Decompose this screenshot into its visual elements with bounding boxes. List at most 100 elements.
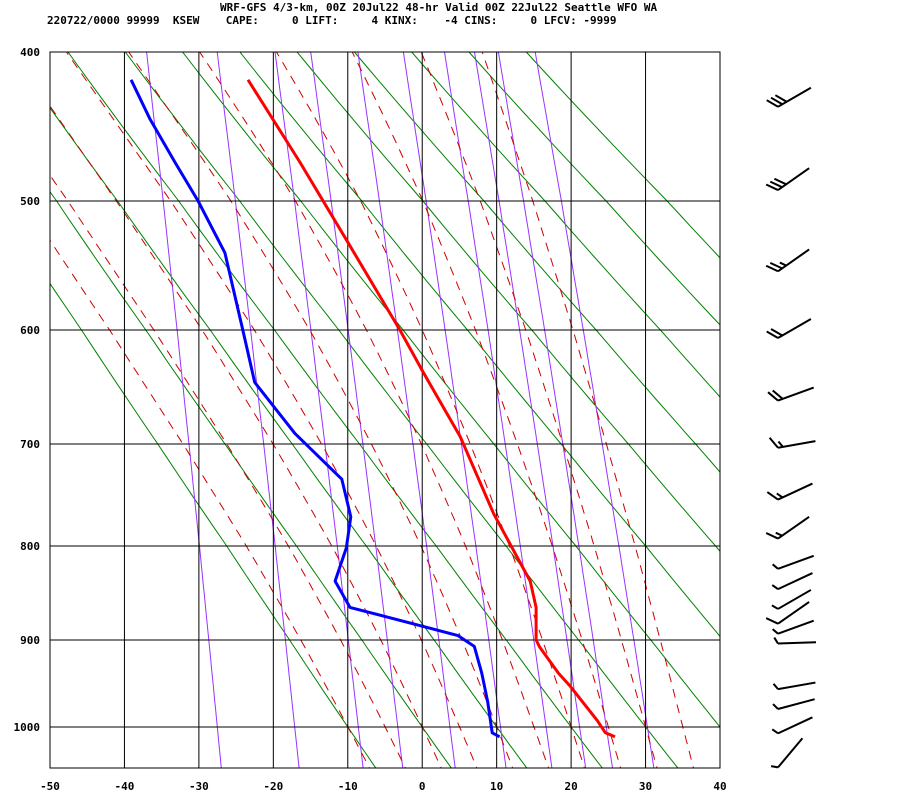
wind-barb bbox=[770, 737, 804, 769]
wind-barb bbox=[773, 637, 817, 645]
x-tick-label: 40 bbox=[713, 780, 726, 793]
wind-barb-half bbox=[777, 440, 784, 448]
x-tick-label: -30 bbox=[189, 780, 209, 793]
dry-adiabat bbox=[124, 52, 679, 768]
x-tick-label: 30 bbox=[639, 780, 652, 793]
wind-barb bbox=[766, 482, 813, 501]
moist-adiabat bbox=[199, 52, 550, 768]
mixing-ratio-line bbox=[216, 52, 300, 768]
moist-adiabat bbox=[275, 52, 585, 768]
wind-barb-staff bbox=[777, 641, 817, 645]
dry-adiabat bbox=[50, 107, 528, 768]
dry-adiabat bbox=[525, 52, 720, 259]
y-tick-label: 700 bbox=[20, 438, 40, 451]
wind-barb bbox=[771, 554, 815, 570]
y-tick-label: 1000 bbox=[14, 721, 41, 734]
wind-barb-full bbox=[770, 328, 783, 337]
dry-adiabat bbox=[67, 52, 603, 768]
y-tick-label: 500 bbox=[20, 195, 40, 208]
moist-adiabat bbox=[50, 239, 371, 768]
wind-barb-half bbox=[771, 628, 779, 635]
wind-barb-full bbox=[772, 389, 784, 400]
x-tick-label: -10 bbox=[338, 780, 358, 793]
wind-barb bbox=[772, 698, 815, 710]
chart-title: WRF-GFS 4/3-km, 00Z 20Jul22 48-hr Valid … bbox=[220, 1, 658, 14]
wind-barb bbox=[771, 716, 813, 735]
moist-adiabat bbox=[351, 52, 622, 768]
wind-barb-staff bbox=[777, 554, 815, 570]
mixing-ratio-line bbox=[534, 52, 655, 768]
wind-barb bbox=[771, 589, 812, 610]
wind-barb-staff bbox=[777, 572, 813, 591]
wind-barb-staff bbox=[777, 440, 816, 449]
wind-barb-full bbox=[766, 330, 779, 339]
wind-barb-full bbox=[769, 180, 783, 189]
wind-barb bbox=[767, 386, 815, 402]
wind-barb-half bbox=[775, 531, 783, 537]
wind-barb bbox=[765, 167, 810, 191]
wind-barb-full bbox=[765, 617, 779, 625]
wind-barb-half bbox=[771, 728, 779, 735]
wind-barb-half bbox=[771, 584, 779, 590]
wind-barb-staff bbox=[777, 737, 804, 769]
y-tick-label: 900 bbox=[20, 634, 40, 647]
wind-barb bbox=[771, 572, 813, 591]
wind-barb-full bbox=[773, 177, 787, 186]
dry-adiabat bbox=[411, 52, 720, 398]
wind-barb-staff bbox=[777, 601, 810, 625]
temperature-profile-line bbox=[246, 79, 616, 739]
mixing-ratio-line bbox=[497, 52, 614, 768]
x-tick-label: 20 bbox=[564, 780, 577, 793]
dry-adiabat bbox=[296, 52, 720, 553]
moist-adiabat bbox=[420, 52, 658, 768]
wind-barb-staff bbox=[777, 482, 813, 501]
wind-barb bbox=[765, 248, 810, 273]
dry-adiabat bbox=[468, 52, 720, 326]
wind-barb bbox=[766, 318, 812, 339]
wind-barb-full bbox=[765, 532, 779, 540]
wind-barb-full bbox=[767, 391, 779, 402]
wind-barb-staff bbox=[777, 698, 815, 710]
wind-barb-staff bbox=[777, 619, 815, 635]
wind-barb-full bbox=[768, 437, 779, 449]
wind-barb-half bbox=[771, 563, 779, 570]
wind-barb bbox=[765, 515, 810, 540]
mixing-ratio-line bbox=[310, 52, 404, 768]
wind-barb-half bbox=[779, 261, 787, 267]
wind-barb bbox=[768, 437, 816, 449]
mixing-ratio-line bbox=[357, 52, 456, 768]
wind-barb-staff bbox=[777, 248, 810, 273]
wind-barb-half bbox=[773, 637, 779, 645]
reference-lines bbox=[50, 52, 720, 768]
wind-barb-staff bbox=[777, 681, 816, 691]
dewpoint-profile-line bbox=[129, 79, 501, 739]
mixing-ratio-line bbox=[473, 52, 587, 768]
wind-barb-full bbox=[766, 491, 779, 501]
dry-adiabat bbox=[239, 52, 720, 638]
mixing-ratio-line bbox=[274, 52, 364, 768]
wind-barb-full bbox=[774, 94, 788, 103]
dry-adiabat bbox=[50, 282, 377, 768]
wind-barb-full bbox=[765, 264, 779, 273]
wind-barb-staff bbox=[777, 589, 812, 610]
wind-barb-staff bbox=[777, 86, 812, 108]
wind-barb-half bbox=[772, 703, 779, 710]
y-tick-label: 800 bbox=[20, 540, 40, 553]
wind-barb-full bbox=[765, 183, 779, 191]
mixing-ratio-line bbox=[146, 52, 222, 768]
wind-barb-staff bbox=[777, 515, 810, 540]
dry-adiabat bbox=[353, 52, 720, 473]
wind-barb bbox=[771, 619, 815, 635]
wind-barb bbox=[766, 86, 812, 108]
x-tick-label: -50 bbox=[40, 780, 60, 793]
mixing-ratio-line bbox=[402, 52, 507, 768]
moist-adiabat bbox=[50, 105, 442, 768]
x-tick-label: 10 bbox=[490, 780, 503, 793]
dry-adiabat bbox=[50, 190, 452, 768]
moist-adiabat bbox=[65, 52, 478, 768]
wind-barb-staff bbox=[777, 716, 813, 735]
y-tick-label: 400 bbox=[20, 46, 40, 59]
mixing-ratio-line bbox=[443, 52, 553, 768]
wind-barb-full bbox=[766, 99, 779, 108]
